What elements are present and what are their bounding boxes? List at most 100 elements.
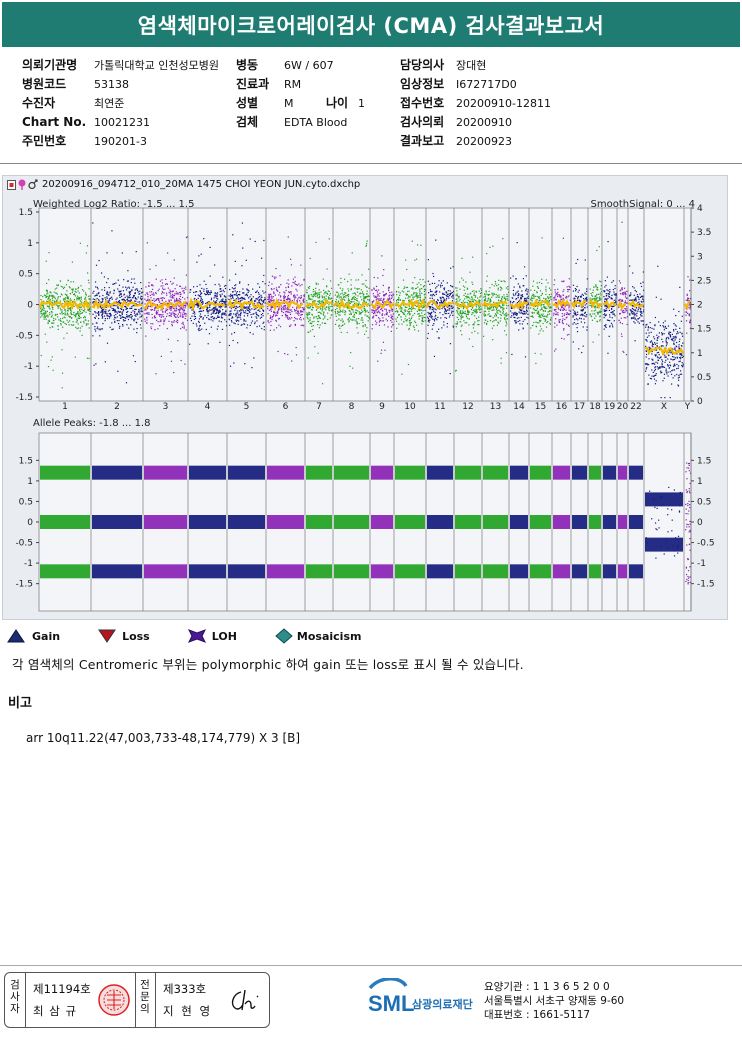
age-label: 나이: [326, 96, 349, 110]
log2-point: [530, 298, 532, 301]
log2-point: [525, 309, 528, 311]
log2-point: [348, 300, 351, 302]
log2-point: [373, 295, 375, 297]
log2-point: [175, 316, 177, 319]
log2-point: [197, 328, 199, 330]
log2-point: [270, 308, 272, 310]
log2-point: [315, 295, 317, 298]
log2-point: [48, 296, 50, 298]
log2-point: [403, 313, 406, 315]
log2-point: [158, 299, 160, 301]
log2-point: [366, 315, 368, 317]
log2-point: [449, 373, 451, 375]
log2-point: [271, 275, 274, 277]
log2-point: [92, 222, 94, 224]
log2-point: [368, 299, 370, 301]
log2-point: [576, 285, 578, 288]
log2-point: [185, 288, 187, 290]
log2-point: [229, 288, 231, 291]
log2-point: [605, 314, 608, 316]
log2-point: [177, 293, 179, 295]
log2-point: [462, 285, 465, 287]
log2-point: [60, 324, 62, 326]
log2-point: [267, 300, 270, 302]
log2-point: [532, 297, 534, 300]
log2-point: [191, 315, 193, 317]
log2-point: [518, 311, 520, 313]
log2-point: [452, 294, 454, 296]
log2-point: [354, 292, 356, 294]
log2-point: [162, 288, 165, 291]
log2-point: [77, 286, 80, 288]
log2-point: [391, 316, 393, 318]
log2-point: [146, 307, 149, 310]
log2-point: [556, 302, 558, 305]
log2-point: [220, 307, 222, 309]
log2-point: [413, 326, 415, 329]
log2-point: [496, 302, 498, 304]
log2-point: [561, 280, 563, 282]
log2-point: [475, 299, 477, 302]
log2-point: [522, 320, 524, 322]
log2-point: [64, 298, 66, 300]
log2-point: [474, 315, 476, 317]
info-label: 검체: [236, 115, 259, 129]
log2-point: [168, 291, 170, 294]
log2-point: [48, 297, 50, 299]
log2-point: [284, 296, 286, 298]
log2-point: [127, 297, 129, 299]
log2-point: [353, 296, 355, 298]
log2-point: [553, 312, 555, 314]
log2-point: [262, 312, 264, 315]
log2-point: [110, 314, 112, 316]
log2-point: [456, 295, 459, 297]
log2-point: [392, 299, 395, 301]
log2-point: [522, 285, 524, 287]
log2-point: [235, 305, 238, 307]
log2-point: [103, 315, 106, 317]
log2-point: [493, 315, 496, 317]
log2-point: [577, 313, 579, 316]
y-tick-right-label: 3.5: [697, 228, 711, 238]
log2-point: [269, 329, 271, 331]
log2-point: [212, 317, 214, 319]
log2-point: [334, 310, 336, 313]
log2-point: [318, 294, 321, 296]
log2-point: [606, 319, 609, 321]
log2-point: [521, 323, 523, 325]
log2-point: [415, 292, 417, 294]
log2-point: [434, 316, 436, 318]
log2-point: [445, 317, 448, 319]
log2-point: [427, 259, 429, 261]
log2-point: [325, 309, 327, 311]
log2-point: [282, 311, 285, 314]
log2-point: [432, 302, 434, 304]
log2-point: [151, 299, 153, 302]
log2-point: [49, 313, 51, 316]
log2-point: [298, 283, 300, 285]
log2-point: [360, 289, 362, 291]
log2-point: [513, 294, 515, 297]
log2-point: [449, 305, 451, 307]
log2-point: [155, 311, 157, 314]
log2-point: [165, 300, 167, 302]
log2-point: [550, 317, 552, 319]
log2-point: [442, 296, 444, 299]
log2-point: [475, 290, 477, 292]
log2-point: [94, 317, 96, 319]
log2-point: [515, 312, 517, 314]
log2-point: [585, 303, 588, 305]
log2-point: [341, 304, 343, 307]
log2-point: [376, 291, 378, 293]
log2-point: [222, 298, 224, 300]
log2-point: [118, 327, 121, 329]
log2-point: [499, 313, 501, 316]
log2-point: [206, 316, 208, 319]
log2-point: [436, 286, 438, 288]
log2-point: [421, 317, 424, 319]
log2-point: [446, 322, 448, 325]
log2-point: [461, 302, 463, 304]
log2-point: [350, 300, 352, 303]
log2-point: [495, 293, 497, 296]
log2-point: [428, 315, 431, 317]
